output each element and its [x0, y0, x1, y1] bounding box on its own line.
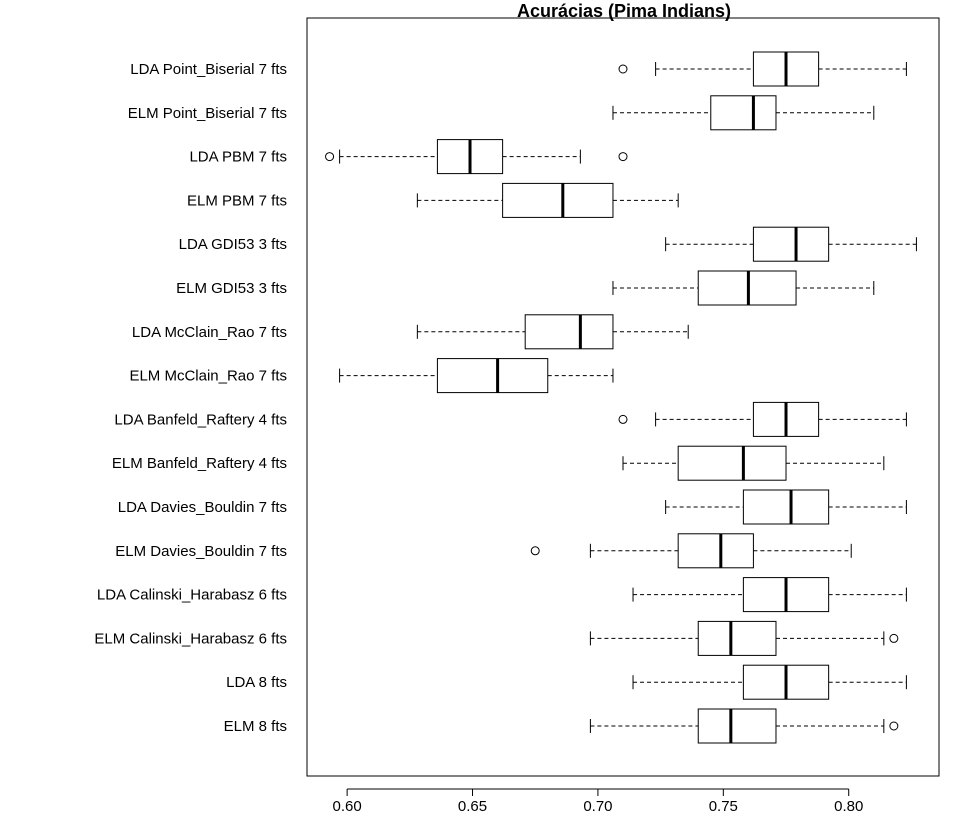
x-tick-label: 0.60: [333, 798, 362, 815]
category-label: LDA McClain_Rao 7 fts: [132, 324, 287, 341]
outlier-point: [618, 414, 628, 424]
category-label: ELM Point_Biserial 7 fts: [128, 105, 287, 122]
iqr-box: [742, 489, 830, 525]
iqr-box: [752, 226, 830, 262]
outlier-point: [618, 64, 628, 74]
category-label: LDA Davies_Bouldin 7 fts: [118, 499, 287, 516]
category-label: ELM Banfeld_Raftery 4 fts: [112, 455, 287, 472]
box-4: [416, 182, 679, 218]
iqr-box: [677, 445, 787, 481]
x-axis: 0.60 0.65 0.70 0.75 0.80: [333, 788, 863, 815]
plot-frame: [306, 17, 940, 777]
category-label: LDA PBM 7 fts: [189, 149, 287, 166]
outlier-point: [889, 721, 899, 731]
box-14: [589, 620, 899, 656]
category-label: LDA GDI53 3 fts: [179, 236, 287, 253]
category-label: LDA Point_Biserial 7 fts: [130, 61, 287, 78]
category-label: ELM PBM 7 fts: [187, 192, 287, 209]
iqr-box: [502, 182, 614, 218]
category-label: ELM Calinski_Harabasz 6 fts: [94, 630, 287, 647]
outlier-point: [889, 633, 899, 643]
box-8: [339, 358, 614, 394]
category-labels: LDA Point_Biserial 7 fts ELM Point_Biseri…: [94, 61, 287, 735]
box-7: [416, 314, 689, 350]
box-11: [665, 489, 907, 525]
outlier-point: [325, 152, 335, 162]
iqr-box: [436, 358, 549, 394]
box-1: [618, 51, 907, 87]
box-9: [618, 401, 907, 437]
category-label: ELM Davies_Bouldin 7 fts: [115, 543, 287, 560]
x-tick-label: 0.65: [458, 798, 487, 815]
category-label: ELM 8 fts: [224, 718, 287, 735]
category-label: LDA Calinski_Harabasz 6 fts: [97, 587, 287, 604]
box-15: [632, 664, 907, 700]
category-label: ELM McClain_Rao 7 fts: [129, 368, 287, 385]
iqr-box: [697, 620, 777, 656]
box-group: [325, 51, 917, 744]
iqr-box: [697, 708, 777, 744]
box-10: [622, 445, 885, 481]
outlier-point: [530, 546, 540, 556]
outlier-point: [618, 152, 628, 162]
box-2: [612, 95, 875, 131]
category-label: LDA Banfeld_Raftery 4 fts: [114, 411, 287, 428]
iqr-box: [710, 95, 777, 131]
iqr-box: [524, 314, 614, 350]
box-3: [325, 139, 628, 175]
box-5: [665, 226, 917, 262]
category-label: LDA 8 fts: [226, 674, 287, 691]
box-6: [612, 270, 875, 306]
chart-title: Acurácias (Pima Indians): [517, 1, 731, 21]
box-13: [632, 577, 907, 613]
iqr-box: [677, 533, 754, 569]
box-16: [589, 708, 899, 744]
x-tick-label: 0.70: [583, 798, 612, 815]
category-label: ELM GDI53 3 fts: [176, 280, 287, 297]
x-tick-label: 0.75: [709, 798, 738, 815]
box-12: [530, 533, 852, 569]
x-tick-label: 0.80: [834, 798, 863, 815]
